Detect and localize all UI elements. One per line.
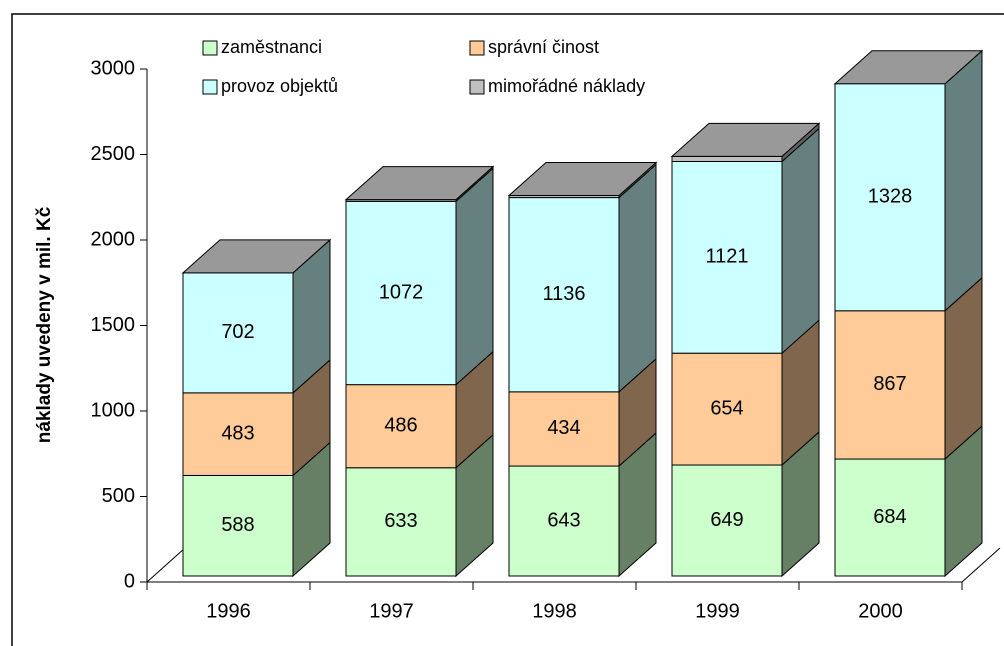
value-label: 633 <box>384 510 417 532</box>
bar-segment <box>508 391 620 467</box>
legend-label: mimořádné náklady <box>488 76 645 96</box>
legend-label: zaměstnanci <box>221 37 322 57</box>
legend-label: provoz objektů <box>221 76 338 96</box>
bar-segment <box>834 83 946 312</box>
bar-segment <box>834 310 946 460</box>
y-tick-label: 1000 <box>91 399 136 421</box>
y-tick-label: 2500 <box>91 143 136 165</box>
legend-label: správní činost <box>488 37 599 57</box>
y-tick-label: 2000 <box>91 228 136 250</box>
bar-side <box>455 167 494 386</box>
value-label: 654 <box>710 397 743 419</box>
value-label: 684 <box>873 506 906 528</box>
y-tick-label: 500 <box>102 485 135 507</box>
value-label: 867 <box>873 373 906 395</box>
y-axis-label: náklady uvedeny v mil. Kč <box>34 206 55 443</box>
legend-swatch <box>469 79 485 95</box>
floor-left <box>146 547 186 583</box>
x-tick-label: 1998 <box>532 600 577 622</box>
value-label: 1072 <box>379 281 424 303</box>
y-tick-label: 3000 <box>91 57 136 79</box>
y-tick-label: 1500 <box>91 314 136 336</box>
value-label: 1328 <box>868 186 913 208</box>
x-tick-label: 2000 <box>858 600 903 622</box>
bar-segment <box>182 392 294 476</box>
bar-segment <box>345 200 457 386</box>
value-label: 483 <box>221 422 254 444</box>
bar-segment <box>671 352 783 466</box>
legend-swatch <box>469 40 485 56</box>
bar-segment <box>508 465 620 577</box>
bar-segment <box>671 464 783 577</box>
bar-side <box>944 49 983 312</box>
value-label: 588 <box>221 514 254 536</box>
legend-swatch <box>202 79 218 95</box>
x-tick-label: 1999 <box>695 600 740 622</box>
x-tick-label: 1996 <box>206 600 251 622</box>
bar-segment <box>671 155 783 162</box>
bar-side <box>781 127 820 355</box>
bar-segment <box>345 467 457 577</box>
value-label: 643 <box>547 509 580 531</box>
bar-top <box>507 162 658 197</box>
bar-top <box>670 122 821 157</box>
legend-swatch <box>202 40 218 56</box>
value-label: 486 <box>384 414 417 436</box>
y-tick-label: 0 <box>124 570 135 592</box>
bar-top <box>833 50 984 85</box>
value-label: 1136 <box>542 283 585 305</box>
x-tick-label: 1997 <box>369 600 414 622</box>
bar-top <box>344 166 495 201</box>
floor-side <box>961 547 1001 583</box>
bar-segment <box>834 458 946 577</box>
value-label: 702 <box>221 321 254 343</box>
bar-side <box>618 163 657 393</box>
bar-segment <box>182 272 294 394</box>
bar-top <box>181 239 332 274</box>
value-label: 1121 <box>705 246 748 268</box>
bar-segment <box>671 160 783 354</box>
value-label: 649 <box>710 509 743 531</box>
value-label: 434 <box>547 417 580 439</box>
